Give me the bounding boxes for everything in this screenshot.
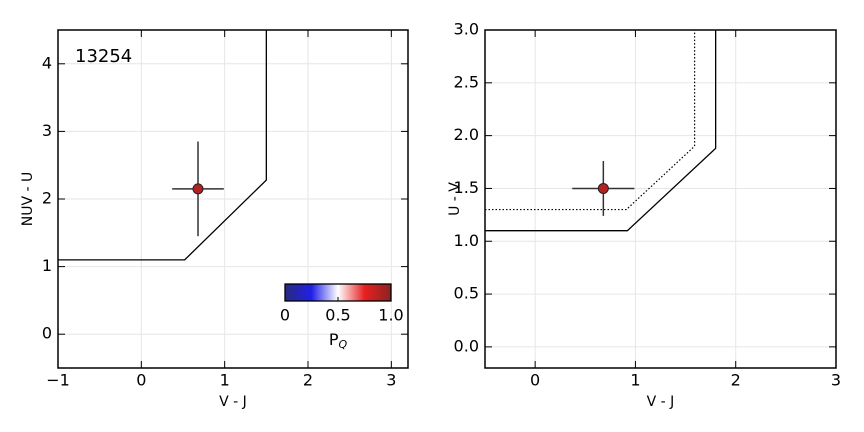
colorbar-tick-label: 0.5 [325, 306, 350, 325]
selection-line [58, 30, 267, 261]
x-axis-label: V - J [647, 394, 675, 410]
plot-frame [57, 29, 409, 369]
selection-line [485, 30, 696, 211]
colorbar-tick-label: 0 [280, 306, 290, 325]
x-tick-label: 0 [530, 371, 540, 390]
point [597, 182, 609, 194]
y-tick-label: 1.5 [454, 178, 479, 197]
x-tick-label: 3 [831, 371, 841, 390]
x-tick-label: 2 [731, 371, 741, 390]
plot-frame [484, 29, 837, 369]
point [192, 183, 204, 195]
y-tick-label: 0.5 [454, 284, 479, 303]
y-tick-label: 4 [42, 53, 52, 72]
x-tick-label: 2 [303, 371, 313, 390]
x-tick-label: 3 [386, 371, 396, 390]
y-tick-label: 2.5 [454, 72, 479, 91]
y-tick-label: 3.0 [454, 20, 479, 39]
colorbar-label-sub: Q [338, 338, 347, 351]
selection-line [485, 30, 717, 232]
x-tick-label: 0 [136, 371, 146, 390]
y-tick-label: 1.0 [454, 231, 479, 250]
y-axis-label: U - V [447, 182, 463, 216]
y-tick-label: 1 [42, 256, 52, 275]
x-tick-label: −1 [46, 371, 70, 390]
x-tick-label: 1 [630, 371, 640, 390]
annotation: 13254 [75, 46, 132, 67]
x-axis-label: V - J [219, 394, 247, 410]
y-tick-label: 0.0 [454, 336, 479, 355]
y-axis-label: NUV - U [20, 172, 36, 227]
y-tick-label: 2 [42, 189, 52, 208]
colorbar-label: PQ [329, 330, 348, 352]
x-tick-label: 1 [220, 371, 230, 390]
y-tick-label: 2.0 [454, 125, 479, 144]
y-tick-label: 3 [42, 121, 52, 140]
y-tick-label: 0 [42, 324, 52, 343]
colorbar-label-main: P [329, 330, 339, 349]
colorbar-tick-label: 1.0 [378, 306, 403, 325]
